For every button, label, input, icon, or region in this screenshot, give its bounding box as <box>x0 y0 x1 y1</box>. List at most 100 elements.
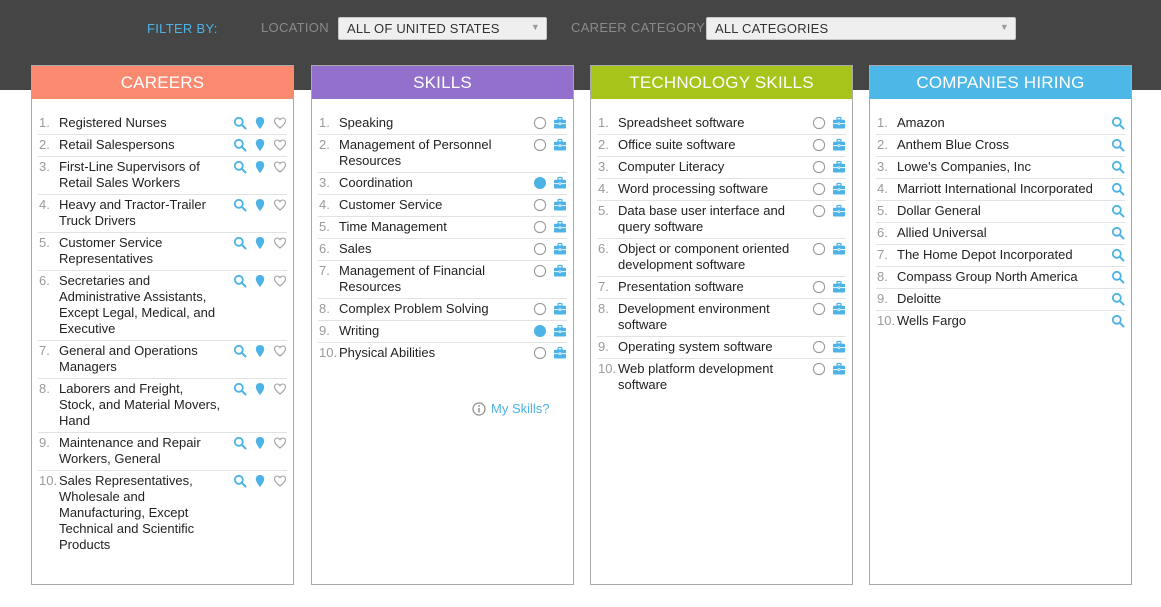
heart-icon[interactable] <box>273 436 287 450</box>
tech-skill-row[interactable]: 7. Presentation software <box>597 277 846 299</box>
tech-skill-row[interactable]: 10. Web platform development software <box>597 359 846 396</box>
briefcase-icon[interactable] <box>553 220 567 234</box>
search-icon[interactable] <box>1111 116 1125 130</box>
search-icon[interactable] <box>1111 248 1125 262</box>
company-row[interactable]: 5. Dollar General <box>876 201 1125 223</box>
radio-icon[interactable] <box>812 182 826 196</box>
briefcase-icon[interactable] <box>553 198 567 212</box>
briefcase-icon[interactable] <box>832 340 846 354</box>
heart-icon[interactable] <box>273 198 287 212</box>
location-pin-icon[interactable] <box>253 160 267 174</box>
radio-icon[interactable] <box>533 346 547 360</box>
search-icon[interactable] <box>233 138 247 152</box>
company-row[interactable]: 7. The Home Depot Incorporated <box>876 245 1125 267</box>
briefcase-icon[interactable] <box>553 324 567 338</box>
radio-icon[interactable] <box>533 116 547 130</box>
briefcase-icon[interactable] <box>832 204 846 218</box>
company-row[interactable]: 4. Marriott International Incorporated <box>876 179 1125 201</box>
career-row[interactable]: 10. Sales Representatives, Wholesale and … <box>38 471 287 556</box>
briefcase-icon[interactable] <box>553 138 567 152</box>
heart-icon[interactable] <box>273 274 287 288</box>
briefcase-icon[interactable] <box>832 116 846 130</box>
category-select[interactable]: ALL CATEGORIES ▼ <box>706 17 1016 40</box>
heart-icon[interactable] <box>273 138 287 152</box>
skill-row[interactable]: 7. Management of Financial Resources <box>318 261 567 299</box>
briefcase-icon[interactable] <box>832 302 846 316</box>
company-row[interactable]: 9. Deloitte <box>876 289 1125 311</box>
location-pin-icon[interactable] <box>253 116 267 130</box>
heart-icon[interactable] <box>273 160 287 174</box>
briefcase-icon[interactable] <box>832 362 846 376</box>
radio-selected-icon[interactable] <box>533 324 547 338</box>
career-row[interactable]: 9. Maintenance and Repair Workers, Genera… <box>38 433 287 471</box>
radio-icon[interactable] <box>533 302 547 316</box>
career-row[interactable]: 8. Laborers and Freight, Stock, and Mater… <box>38 379 287 433</box>
tech-skill-row[interactable]: 5. Data base user interface and query sof… <box>597 201 846 239</box>
search-icon[interactable] <box>1111 160 1125 174</box>
heart-icon[interactable] <box>273 344 287 358</box>
career-row[interactable]: 2. Retail Salespersons <box>38 135 287 157</box>
tech-skill-row[interactable]: 8. Development environment software <box>597 299 846 337</box>
radio-icon[interactable] <box>812 340 826 354</box>
search-icon[interactable] <box>1111 292 1125 306</box>
company-row[interactable]: 8. Compass Group North America <box>876 267 1125 289</box>
search-icon[interactable] <box>1111 270 1125 284</box>
radio-icon[interactable] <box>812 138 826 152</box>
search-icon[interactable] <box>233 382 247 396</box>
career-row[interactable]: 6. Secretaries and Administrative Assista… <box>38 271 287 341</box>
location-pin-icon[interactable] <box>253 236 267 250</box>
briefcase-icon[interactable] <box>553 302 567 316</box>
tech-skill-row[interactable]: 3. Computer Literacy <box>597 157 846 179</box>
radio-icon[interactable] <box>812 280 826 294</box>
skill-row[interactable]: 1. Speaking <box>318 113 567 135</box>
briefcase-icon[interactable] <box>553 242 567 256</box>
radio-selected-icon[interactable] <box>533 176 547 190</box>
career-row[interactable]: 5. Customer Service Representatives <box>38 233 287 271</box>
search-icon[interactable] <box>233 344 247 358</box>
search-icon[interactable] <box>233 116 247 130</box>
radio-icon[interactable] <box>533 138 547 152</box>
radio-icon[interactable] <box>533 264 547 278</box>
briefcase-icon[interactable] <box>553 264 567 278</box>
heart-icon[interactable] <box>273 236 287 250</box>
location-select[interactable]: ALL OF UNITED STATES ▼ <box>338 17 547 40</box>
company-row[interactable]: 1. Amazon <box>876 113 1125 135</box>
heart-icon[interactable] <box>273 116 287 130</box>
location-pin-icon[interactable] <box>253 382 267 396</box>
my-skills-link[interactable]: My Skills? <box>472 401 550 416</box>
company-row[interactable]: 2. Anthem Blue Cross <box>876 135 1125 157</box>
skill-row[interactable]: 4. Customer Service <box>318 195 567 217</box>
skill-row[interactable]: 5. Time Management <box>318 217 567 239</box>
search-icon[interactable] <box>1111 226 1125 240</box>
career-row[interactable]: 1. Registered Nurses <box>38 113 287 135</box>
search-icon[interactable] <box>233 198 247 212</box>
tech-skill-row[interactable]: 9. Operating system software <box>597 337 846 359</box>
career-row[interactable]: 4. Heavy and Tractor-Trailer Truck Driver… <box>38 195 287 233</box>
location-pin-icon[interactable] <box>253 198 267 212</box>
company-row[interactable]: 6. Allied Universal <box>876 223 1125 245</box>
briefcase-icon[interactable] <box>832 280 846 294</box>
company-row[interactable]: 10. Wells Fargo <box>876 311 1125 332</box>
radio-icon[interactable] <box>533 220 547 234</box>
briefcase-icon[interactable] <box>832 182 846 196</box>
location-pin-icon[interactable] <box>253 474 267 488</box>
radio-icon[interactable] <box>533 242 547 256</box>
tech-skill-row[interactable]: 1. Spreadsheet software <box>597 113 846 135</box>
search-icon[interactable] <box>233 274 247 288</box>
skill-row[interactable]: 2. Management of Personnel Resources <box>318 135 567 173</box>
location-pin-icon[interactable] <box>253 344 267 358</box>
radio-icon[interactable] <box>812 362 826 376</box>
radio-icon[interactable] <box>812 116 826 130</box>
search-icon[interactable] <box>1111 138 1125 152</box>
search-icon[interactable] <box>233 160 247 174</box>
tech-skill-row[interactable]: 2. Office suite software <box>597 135 846 157</box>
briefcase-icon[interactable] <box>553 116 567 130</box>
career-row[interactable]: 3. First-Line Supervisors of Retail Sales… <box>38 157 287 195</box>
search-icon[interactable] <box>233 436 247 450</box>
radio-icon[interactable] <box>812 204 826 218</box>
heart-icon[interactable] <box>273 474 287 488</box>
skill-row[interactable]: 3. Coordination <box>318 173 567 195</box>
search-icon[interactable] <box>1111 314 1125 328</box>
location-pin-icon[interactable] <box>253 138 267 152</box>
search-icon[interactable] <box>1111 204 1125 218</box>
